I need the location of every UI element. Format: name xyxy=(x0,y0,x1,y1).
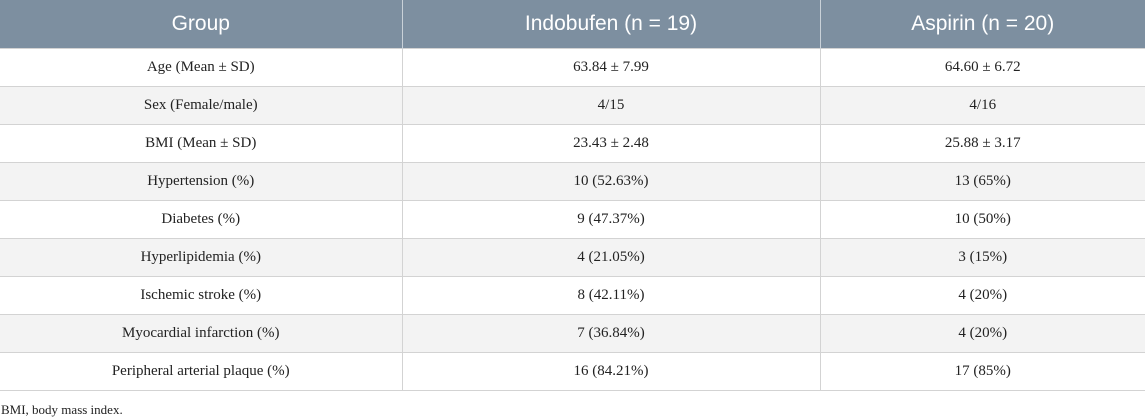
aspirin-value-cell: 17 (85%) xyxy=(819,351,1145,391)
row-label-cell: Diabetes (%) xyxy=(0,199,403,239)
table-row: Ischemic stroke (%) 8 (42.11%) 4 (20%) xyxy=(0,275,1145,315)
table-row: Diabetes (%) 9 (47.37%) 10 (50%) xyxy=(0,199,1145,239)
table-row: Hyperlipidemia (%) 4 (21.05%) 3 (15%) xyxy=(0,237,1145,277)
aspirin-value-cell: 3 (15%) xyxy=(819,237,1145,277)
table-row: BMI (Mean ± SD) 23.43 ± 2.48 25.88 ± 3.1… xyxy=(0,123,1145,163)
indobufen-value-cell: 4/15 xyxy=(401,85,821,125)
aspirin-value-cell: 10 (50%) xyxy=(819,199,1145,239)
indobufen-value-cell: 63.84 ± 7.99 xyxy=(401,47,821,87)
indobufen-value-cell: 7 (36.84%) xyxy=(401,313,821,353)
indobufen-value-cell: 8 (42.11%) xyxy=(401,275,821,315)
aspirin-value-cell: 4 (20%) xyxy=(819,275,1145,315)
header-cell-group: Group xyxy=(0,0,403,48)
table-header: Group Indobufen (n = 19) Aspirin (n = 20… xyxy=(0,0,1145,48)
baseline-characteristics-table: Group Indobufen (n = 19) Aspirin (n = 20… xyxy=(0,0,1145,391)
aspirin-value-cell: 13 (65%) xyxy=(819,161,1145,201)
table-row: Age (Mean ± SD) 63.84 ± 7.99 64.60 ± 6.7… xyxy=(0,47,1145,87)
indobufen-value-cell: 10 (52.63%) xyxy=(401,161,821,201)
header-row: Group Indobufen (n = 19) Aspirin (n = 20… xyxy=(0,0,1145,48)
row-label-cell: Sex (Female/male) xyxy=(0,85,403,125)
row-label-cell: Hyperlipidemia (%) xyxy=(0,237,403,277)
table-row: Hypertension (%) 10 (52.63%) 13 (65%) xyxy=(0,161,1145,201)
row-label-cell: BMI (Mean ± SD) xyxy=(0,123,403,163)
indobufen-value-cell: 16 (84.21%) xyxy=(401,351,821,391)
table-body: Age (Mean ± SD) 63.84 ± 7.99 64.60 ± 6.7… xyxy=(0,47,1145,391)
table-row: Myocardial infarction (%) 7 (36.84%) 4 (… xyxy=(0,313,1145,353)
indobufen-value-cell: 4 (21.05%) xyxy=(401,237,821,277)
header-cell-aspirin: Aspirin (n = 20) xyxy=(820,0,1145,48)
aspirin-value-cell: 4 (20%) xyxy=(819,313,1145,353)
table-row: Sex (Female/male) 4/15 4/16 xyxy=(0,85,1145,125)
row-label-cell: Hypertension (%) xyxy=(0,161,403,201)
aspirin-value-cell: 64.60 ± 6.72 xyxy=(819,47,1145,87)
aspirin-value-cell: 4/16 xyxy=(819,85,1145,125)
header-cell-indobufen: Indobufen (n = 19) xyxy=(402,0,821,48)
indobufen-value-cell: 23.43 ± 2.48 xyxy=(401,123,821,163)
row-label-cell: Age (Mean ± SD) xyxy=(0,47,403,87)
row-label-cell: Peripheral arterial plaque (%) xyxy=(0,351,403,391)
table-footnote: BMI, body mass index. xyxy=(1,402,123,417)
row-label-cell: Ischemic stroke (%) xyxy=(0,275,403,315)
indobufen-value-cell: 9 (47.37%) xyxy=(401,199,821,239)
table-row: Peripheral arterial plaque (%) 16 (84.21… xyxy=(0,351,1145,391)
aspirin-value-cell: 25.88 ± 3.17 xyxy=(819,123,1145,163)
row-label-cell: Myocardial infarction (%) xyxy=(0,313,403,353)
